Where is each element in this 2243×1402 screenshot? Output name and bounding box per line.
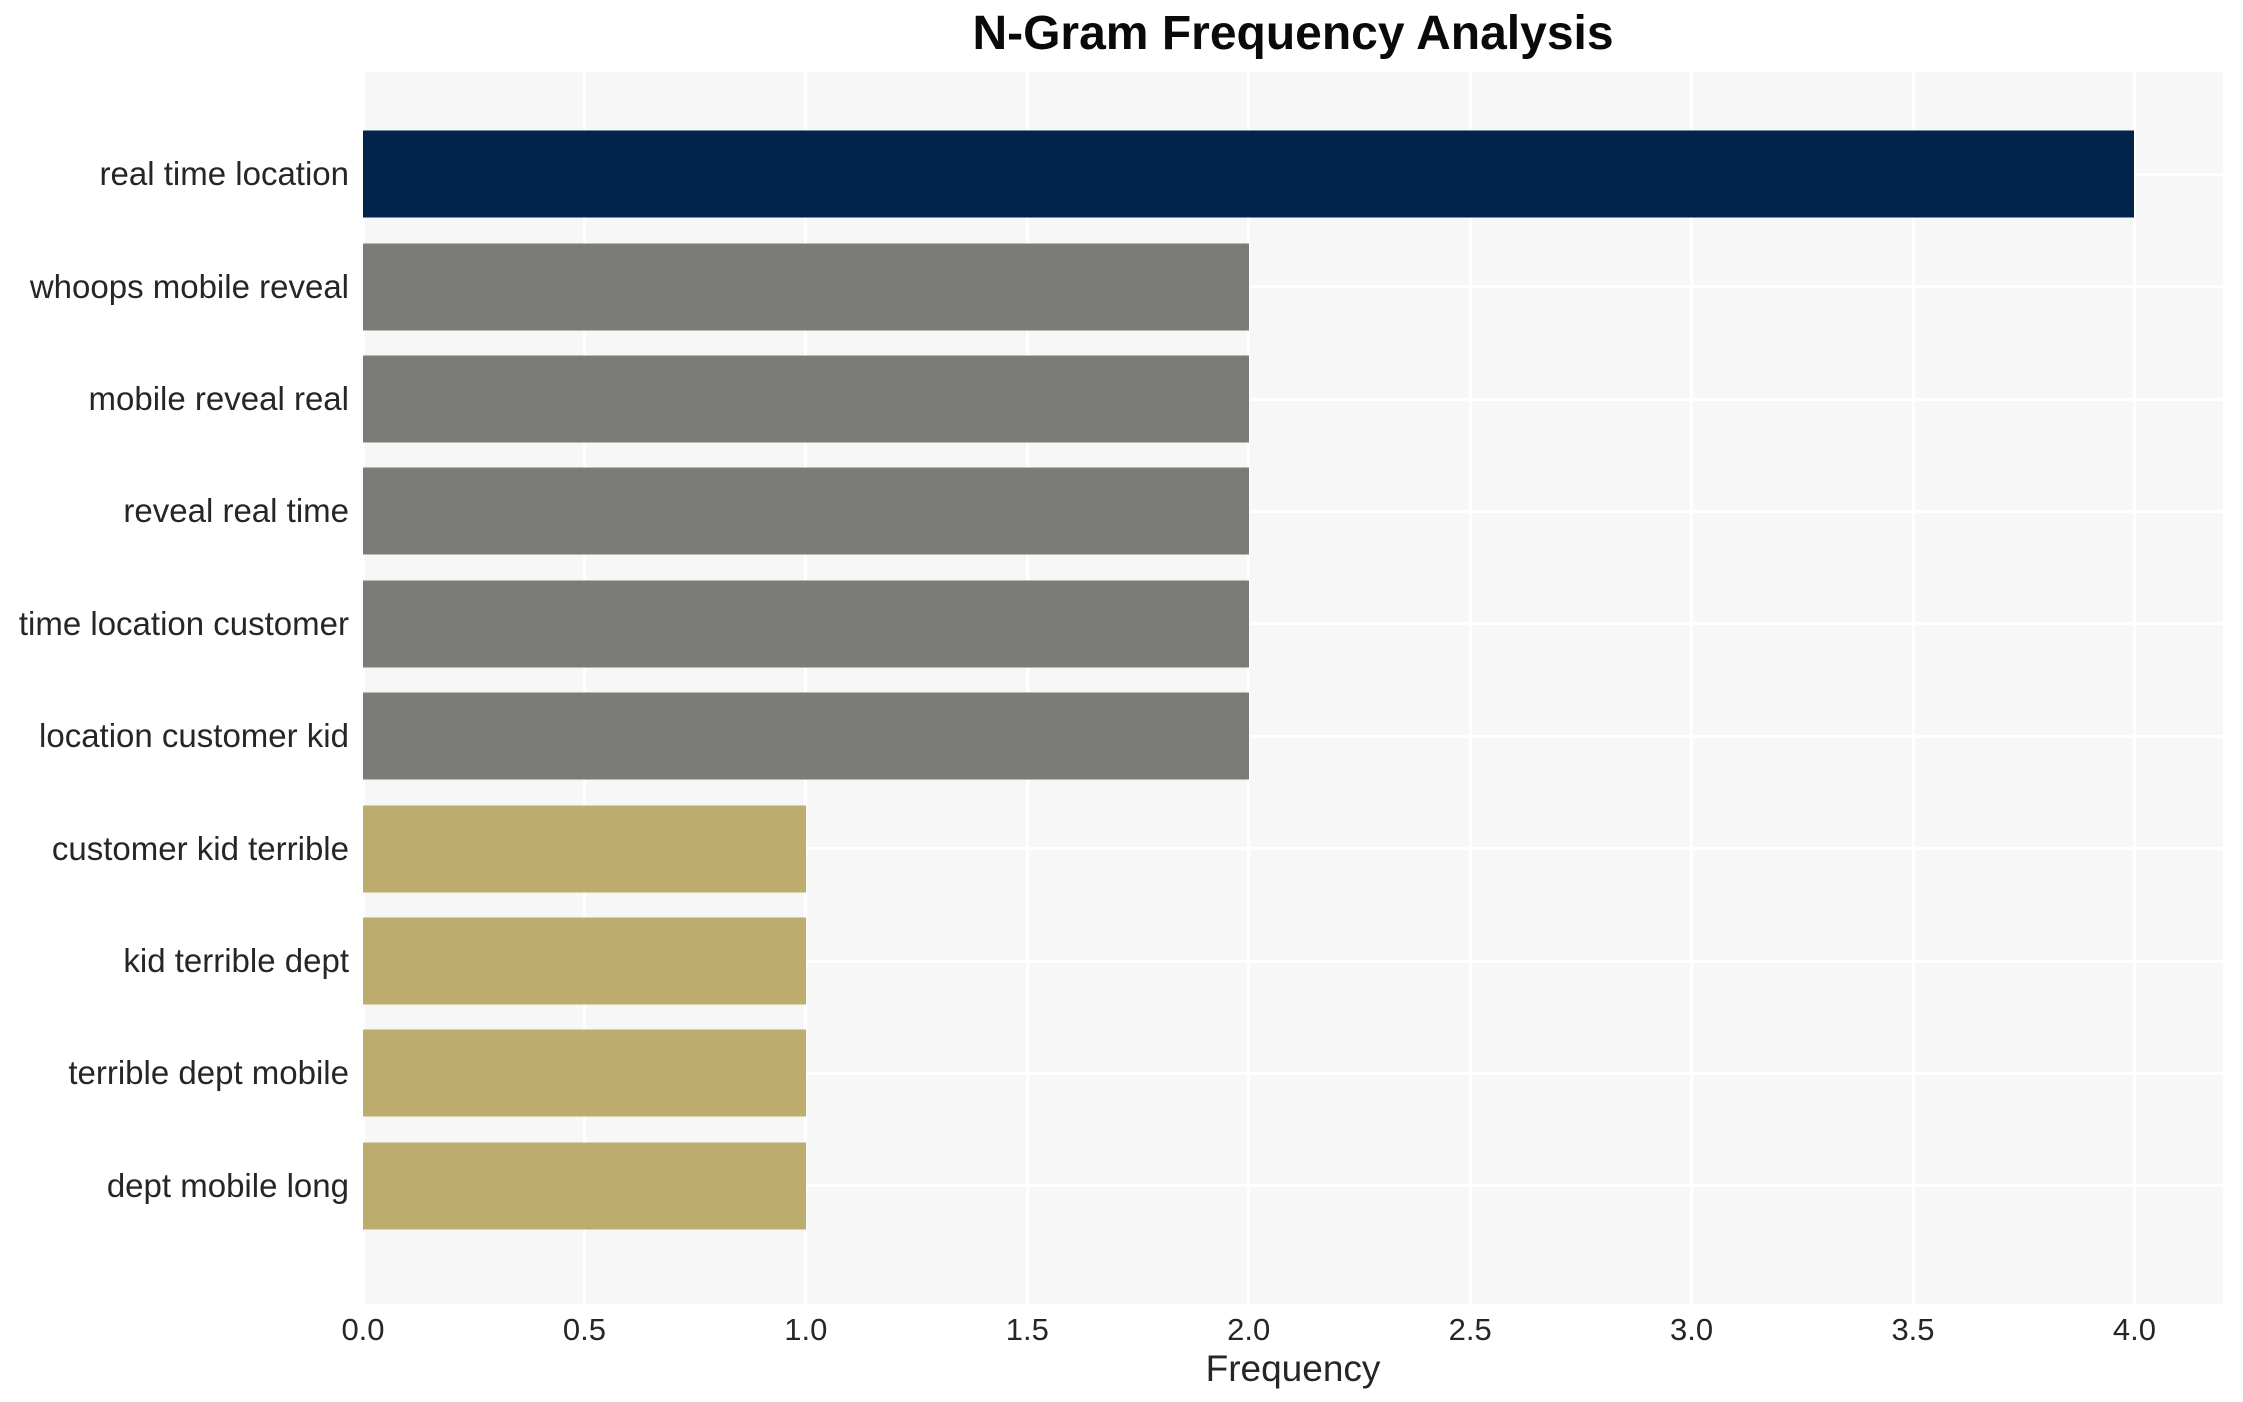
chart-title: N-Gram Frequency Analysis: [972, 7, 1614, 60]
gridline-vertical: [582, 72, 586, 1304]
y-tick-label: reveal real time: [123, 492, 349, 530]
bar: [363, 243, 1249, 331]
x-axis-ticks: 0.0 0.5 1.0 1.5 2.0 2.5 3.0 3.5 4.0: [341, 1304, 2223, 1352]
x-tick-label: 0.0: [341, 1312, 385, 1347]
gridline-horizontal: [363, 959, 2223, 963]
y-tick-label: customer kid terrible: [51, 829, 349, 867]
gridline-vertical: [363, 72, 365, 1304]
x-tick-label: 4.0: [2112, 1312, 2156, 1347]
gridline-horizontal: [363, 1071, 2223, 1075]
gridline-horizontal: [363, 1184, 2223, 1188]
gridline-vertical: [804, 72, 808, 1304]
gridline-vertical: [1025, 72, 1029, 1304]
gridline-vertical: [1911, 72, 1915, 1304]
y-axis-labels: real time location whoops mobile reveal mo…: [0, 72, 349, 1304]
gridline-vertical: [1690, 72, 1694, 1304]
bar: [363, 130, 2135, 218]
y-tick-label: real time location: [99, 155, 349, 193]
y-tick-label: time location customer: [18, 604, 349, 642]
y-tick-label: dept mobile long: [106, 1166, 349, 1204]
x-tick-label: 2.0: [1227, 1312, 1271, 1347]
bar: [363, 917, 806, 1005]
x-axis-title: Frequency: [1205, 1348, 1381, 1389]
gridline-vertical: [2132, 72, 2136, 1304]
bar: [363, 692, 1249, 780]
gridline-horizontal: [363, 509, 2223, 513]
bar: [363, 580, 1249, 668]
y-tick-label: mobile reveal real: [88, 380, 349, 417]
bar: [363, 1142, 806, 1230]
x-tick-label: 1.0: [784, 1312, 828, 1347]
x-tick-label: 3.0: [1670, 1312, 1714, 1347]
gridline-horizontal: [363, 622, 2223, 626]
x-tick-label: 3.5: [1891, 1312, 1935, 1347]
y-tick-label: location customer kid: [39, 717, 349, 755]
x-tick-label: 1.5: [1005, 1312, 1049, 1347]
bar: [363, 467, 1249, 555]
gridline-horizontal: [363, 285, 2223, 289]
bar: [363, 805, 806, 893]
x-tick-label: 0.5: [562, 1312, 606, 1347]
bar: [363, 1029, 806, 1117]
gridline-horizontal: [363, 397, 2223, 401]
y-tick-label: kid terrible dept: [123, 942, 349, 979]
y-tick-label: terrible dept mobile: [68, 1054, 349, 1092]
gridline-horizontal: [363, 734, 2223, 738]
plot-area: [363, 72, 2223, 1304]
gridline-vertical: [1247, 72, 1251, 1304]
gridline-horizontal: [363, 847, 2223, 851]
x-tick-label: 2.5: [1448, 1312, 1492, 1347]
bar: [363, 355, 1249, 443]
gridline-vertical: [1468, 72, 1472, 1304]
y-tick-label: whoops mobile reveal: [29, 267, 349, 305]
